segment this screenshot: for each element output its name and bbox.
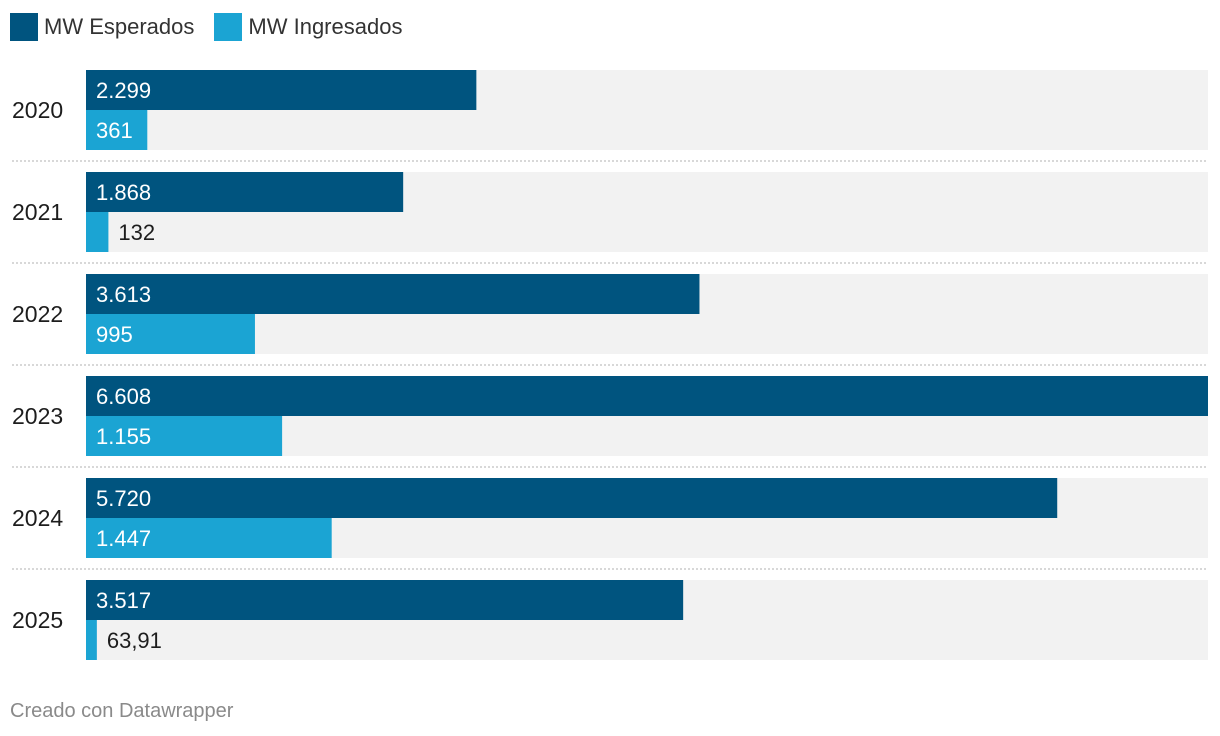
legend-swatch-ingresados	[214, 13, 243, 41]
data-label-ingresados-2020: 361	[96, 118, 133, 143]
legend: MW Esperados MW Ingresados	[10, 12, 402, 42]
data-label-ingresados-2022: 995	[96, 322, 133, 347]
footer-credit: Creado con Datawrapper	[10, 700, 234, 722]
data-label-ingresados-2021: 132	[118, 220, 155, 245]
category-label-2021: 2021	[12, 199, 63, 225]
bar-esperados-2023	[86, 376, 1208, 416]
bar-esperados-2025	[86, 580, 684, 620]
bar-ingresados-2022	[86, 314, 255, 354]
data-label-esperados-2023: 6.608	[96, 384, 151, 409]
category-label-2025: 2025	[12, 607, 63, 633]
data-label-ingresados-2025: 63,91	[107, 628, 162, 653]
legend-label-esperados: MW Esperados	[44, 14, 195, 39]
data-label-esperados-2025: 3.517	[96, 588, 151, 613]
bar-esperados-2020	[86, 70, 477, 110]
legend-label-ingresados: MW Ingresados	[248, 14, 403, 39]
bar-esperados-2024	[86, 478, 1058, 518]
bar-ingresados-2021	[86, 212, 109, 252]
bar-esperados-2022	[86, 274, 700, 314]
bar-ingresados-2025	[86, 620, 97, 660]
legend-swatch-esperados	[10, 13, 38, 41]
data-label-esperados-2024: 5.720	[96, 486, 151, 511]
legend-item-esperados: MW Esperados	[10, 13, 194, 41]
data-label-esperados-2021: 1.868	[96, 180, 151, 205]
category-label-2022: 2022	[12, 301, 63, 327]
category-label-2024: 2024	[12, 505, 63, 531]
data-label-esperados-2020: 2.299	[96, 78, 151, 103]
bar-chart: 2020 2.299 361 2021 1.868 132 2022 3.613 995 2023…	[12, 70, 1208, 660]
bar-esperados-2021	[86, 172, 404, 212]
data-label-ingresados-2024: 1.447	[96, 526, 151, 551]
bar-ingresados-2023	[86, 416, 283, 456]
bar-ingresados-2024	[86, 518, 332, 558]
data-label-ingresados-2023: 1.155	[96, 424, 151, 449]
bar-ingresados-2020	[86, 110, 148, 150]
data-label-esperados-2022: 3.613	[96, 282, 151, 307]
legend-item-ingresados: MW Ingresados	[214, 13, 402, 41]
category-label-2020: 2020	[12, 97, 63, 123]
category-label-2023: 2023	[12, 403, 63, 429]
